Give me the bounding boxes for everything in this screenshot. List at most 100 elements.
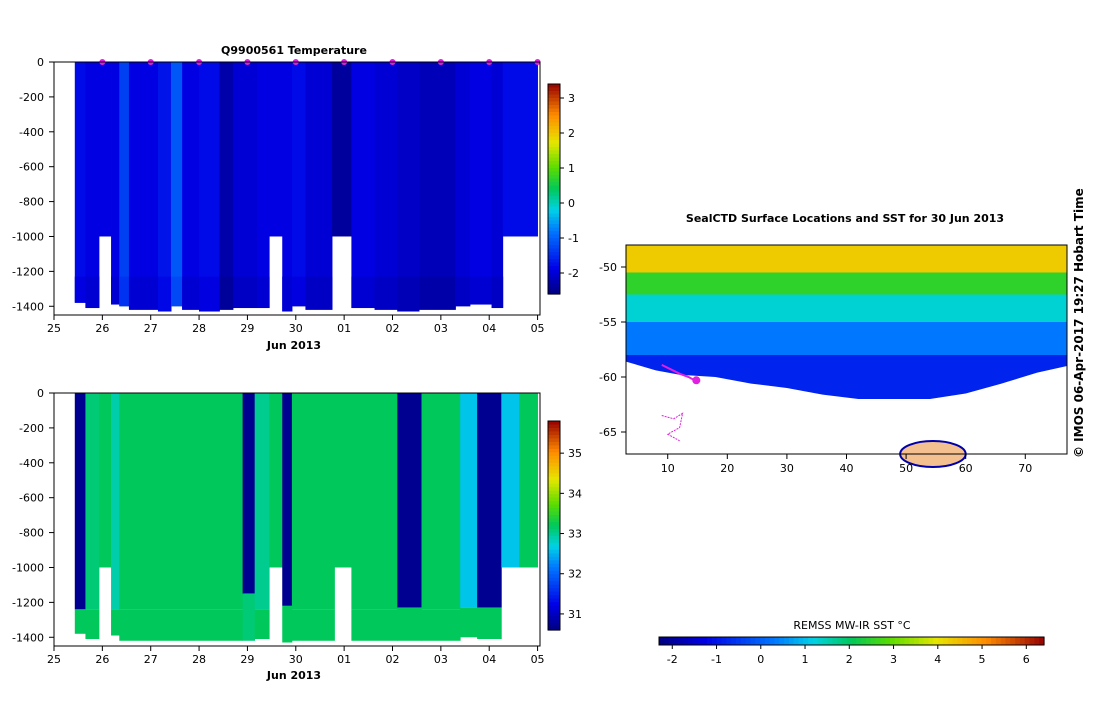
colorbar-swatch xyxy=(548,133,560,138)
sst-colorbar-swatch xyxy=(817,637,824,645)
colorbar-swatch xyxy=(548,238,560,243)
colorbar-swatch xyxy=(548,269,560,274)
colorbar-swatch xyxy=(548,452,560,457)
temperature-profile xyxy=(257,62,270,309)
colorbar-swatch xyxy=(548,224,560,229)
colorbar-swatch xyxy=(548,203,560,208)
colorbar-swatch xyxy=(548,147,560,152)
temperature-profile xyxy=(98,62,112,237)
colorbar-swatch xyxy=(548,273,560,278)
colorbar-swatch xyxy=(548,140,560,145)
x-tick-label: 05 xyxy=(531,322,545,335)
sst-colorbar-swatch xyxy=(875,637,881,645)
salinity-profile xyxy=(254,393,270,610)
colorbar-swatch xyxy=(548,283,560,288)
colorbar-swatch xyxy=(548,217,560,222)
salinity-profile-deep xyxy=(351,609,398,641)
colorbar-swatch xyxy=(548,546,560,551)
temperature-profile xyxy=(397,62,420,312)
salinity-profile-deep xyxy=(397,607,422,641)
x-tick-label: 02 xyxy=(385,322,399,335)
colorbar-swatch xyxy=(548,563,560,568)
colorbar-swatch xyxy=(548,164,560,169)
colorbar-swatch xyxy=(548,259,560,264)
sst-colorbar-swatch xyxy=(841,637,848,645)
colorbar-tick-label: 3 xyxy=(568,92,575,105)
salinity-colorbar: 35 34 33 32 31 xyxy=(547,420,582,631)
temperature-profile-deep xyxy=(491,276,504,309)
lat-tick-label: -50 xyxy=(599,261,617,274)
colorbar-swatch xyxy=(548,424,560,429)
seal-track xyxy=(661,364,696,382)
temperature-profile xyxy=(455,62,471,307)
sst-colorbar-swatch xyxy=(736,637,742,645)
sst-colorbar-swatch xyxy=(904,637,910,645)
temperature-profile-deep xyxy=(257,276,270,309)
colorbar-frame xyxy=(547,420,561,631)
x-tick-label: 28 xyxy=(192,653,206,666)
temperature-profile xyxy=(219,62,234,310)
colorbar-swatch xyxy=(548,542,560,547)
colorbar-tick-label: 31 xyxy=(568,608,582,621)
colorbar-swatch xyxy=(548,535,560,541)
colorbar-swatch xyxy=(548,626,560,631)
colorbar-swatch xyxy=(548,196,560,201)
colorbar-swatch xyxy=(548,595,560,600)
lon-tick-label: 40 xyxy=(840,462,854,475)
colorbar-swatch xyxy=(548,168,560,173)
salinity-profile-deep xyxy=(254,609,270,640)
colorbar-swatch xyxy=(548,255,560,260)
sst-colorbar-tick-label: 4 xyxy=(934,653,941,666)
colorbar-swatch xyxy=(548,577,560,582)
colorbar-swatch xyxy=(548,623,560,628)
temperature-y-axis: 0 -200 -400 -600 -800 -1000 -1200 -1400 xyxy=(12,56,54,313)
x-tick-label: 02 xyxy=(385,653,399,666)
sst-colorbar-swatch xyxy=(769,637,776,645)
temperature-profile xyxy=(291,62,306,307)
y-tick-label: -1200 xyxy=(12,265,44,278)
colorbar-swatch xyxy=(548,532,560,537)
sst-band xyxy=(626,294,1067,322)
temperature-profile xyxy=(332,62,352,237)
sst-colorbar-swatch xyxy=(750,637,756,645)
map-lon-axis: 10 20 30 40 50 60 70 xyxy=(661,454,1032,475)
colorbar-swatch xyxy=(548,431,560,436)
sst-colorbar-swatch xyxy=(933,637,939,645)
temperature-profile-deep xyxy=(397,276,420,312)
colorbar-swatch xyxy=(548,480,560,485)
lon-tick-label: 50 xyxy=(899,462,913,475)
colorbar-swatch xyxy=(548,567,560,572)
sst-colorbar-swatch xyxy=(822,637,829,645)
temperature-colorbar: 3 2 1 0 -1 -2 xyxy=(547,83,579,295)
colorbar-swatch xyxy=(548,494,560,499)
sst-colorbar-swatch xyxy=(808,637,814,645)
colorbar-swatch xyxy=(548,182,560,187)
colorbar-swatch xyxy=(548,199,560,204)
sst-colorbar-swatch xyxy=(764,637,771,645)
temperature-profile xyxy=(171,62,183,307)
sst-band xyxy=(626,322,1067,355)
colorbar-swatch xyxy=(548,487,560,492)
salinity-profile-deep xyxy=(111,609,120,636)
sst-colorbar-swatch xyxy=(711,637,718,645)
colorbar-swatch xyxy=(548,266,560,271)
salinity-profile-deep xyxy=(477,607,502,640)
sst-colorbar-swatch xyxy=(803,637,809,645)
x-tick-label: 01 xyxy=(337,322,351,335)
temperature-profile xyxy=(199,62,220,312)
colorbar-swatch xyxy=(548,136,560,141)
salinity-profile xyxy=(501,393,520,568)
colorbar-tick-label: -2 xyxy=(568,267,579,280)
y-tick-label: -800 xyxy=(19,196,44,209)
sst-colorbar-swatch xyxy=(707,637,713,645)
temperature-profile-deep xyxy=(455,276,471,307)
colorbar-swatch xyxy=(548,522,560,527)
temperature-profile-deep xyxy=(219,276,234,310)
colorbar-swatch xyxy=(548,508,560,513)
x-tick-label: 05 xyxy=(531,653,545,666)
salinity-x-axis: 25 26 27 28 29 30 01 02 03 04 05 xyxy=(47,646,545,666)
x-tick-label: 26 xyxy=(95,322,109,335)
colorbar-swatch xyxy=(548,511,560,516)
x-tick-label: 04 xyxy=(482,653,496,666)
sst-colorbar-swatch xyxy=(793,637,800,645)
